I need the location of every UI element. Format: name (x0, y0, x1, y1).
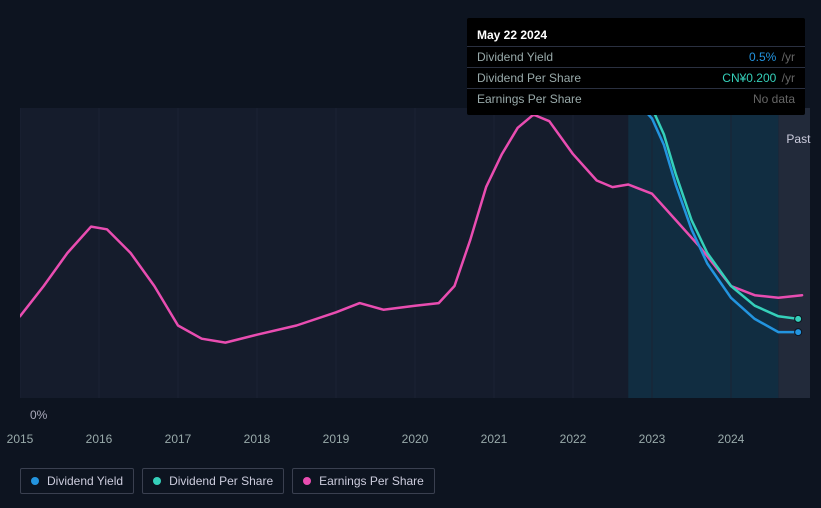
legend-dot-icon (31, 477, 39, 485)
tooltip-row-label: Dividend Yield (477, 50, 749, 64)
tooltip-row: Dividend Yield0.5% /yr (467, 47, 805, 68)
x-axis-year-label: 2016 (86, 432, 113, 446)
tooltip-row-value: 0.5% /yr (749, 50, 795, 64)
past-badge: Past (786, 132, 810, 146)
tooltip-row-value: CN¥0.200 /yr (722, 71, 795, 85)
legend-dot-icon (303, 477, 311, 485)
tooltip-row-value: No data (753, 92, 795, 106)
legend-label: Earnings Per Share (319, 474, 424, 488)
x-axis-labels: 2015201620172018201920202021202220232024 (20, 432, 810, 448)
x-axis-year-label: 2021 (481, 432, 508, 446)
chart-legend: Dividend Yield Dividend Per Share Earnings… (20, 468, 435, 494)
y-axis-min-label: 0% (30, 408, 47, 422)
x-axis-year-label: 2019 (323, 432, 350, 446)
chart-svg (20, 108, 810, 408)
x-axis-year-label: 2020 (402, 432, 429, 446)
chart-tooltip: May 22 2024 Dividend Yield0.5% /yrDivide… (467, 18, 805, 115)
x-axis-year-label: 2017 (165, 432, 192, 446)
x-axis-year-label: 2023 (639, 432, 666, 446)
legend-label: Dividend Per Share (169, 474, 273, 488)
tooltip-row-label: Dividend Per Share (477, 71, 722, 85)
dividend-chart (20, 108, 810, 428)
legend-dot-icon (153, 477, 161, 485)
tooltip-row-label: Earnings Per Share (477, 92, 753, 106)
x-axis-year-label: 2018 (244, 432, 271, 446)
tooltip-row: Earnings Per ShareNo data (467, 89, 805, 109)
x-axis-year-label: 2022 (560, 432, 587, 446)
x-axis-year-label: 2024 (718, 432, 745, 446)
legend-label: Dividend Yield (47, 474, 123, 488)
legend-item[interactable]: Earnings Per Share (292, 468, 435, 494)
legend-item[interactable]: Dividend Yield (20, 468, 134, 494)
x-axis-year-label: 2015 (7, 432, 34, 446)
tooltip-date: May 22 2024 (467, 24, 805, 47)
tooltip-row: Dividend Per ShareCN¥0.200 /yr (467, 68, 805, 89)
legend-item[interactable]: Dividend Per Share (142, 468, 284, 494)
